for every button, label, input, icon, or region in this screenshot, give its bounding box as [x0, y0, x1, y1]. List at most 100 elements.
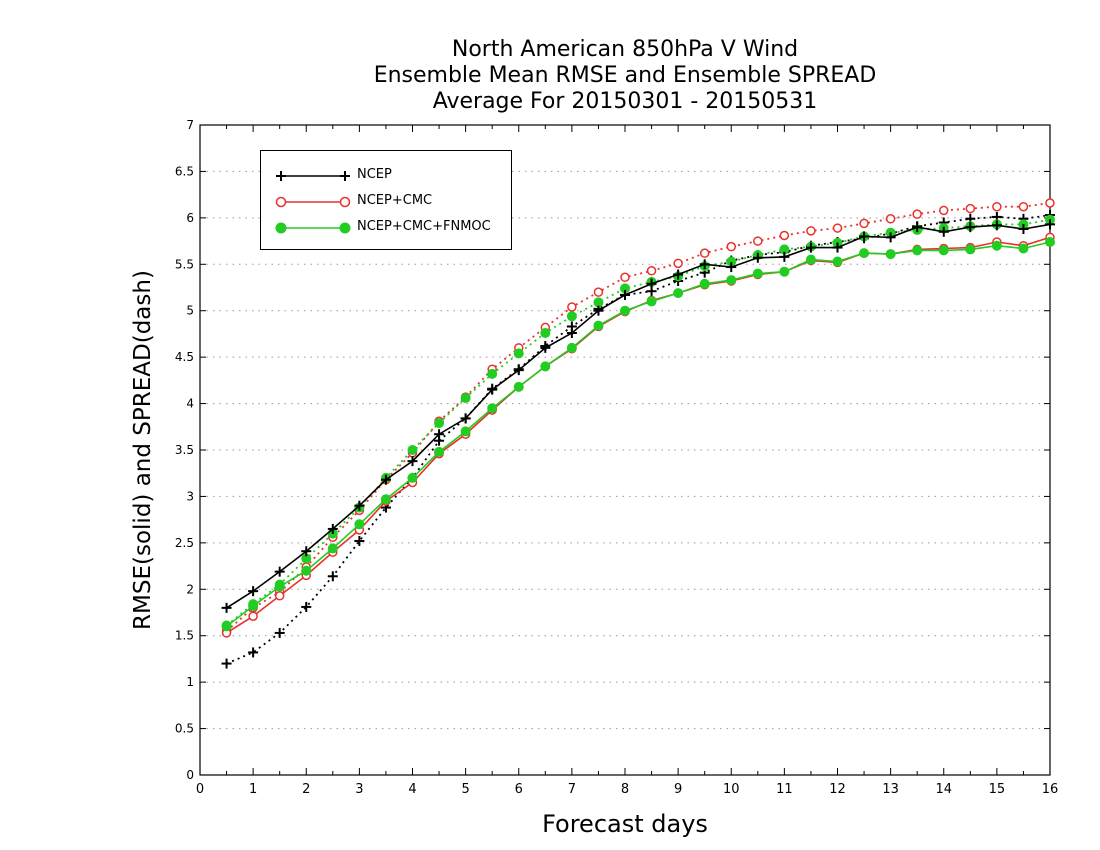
x-tick-label-1: 1	[249, 782, 257, 797]
y-tick-label-7: 3.5	[175, 443, 194, 457]
data-point-ncep-cmc-fnmoc-solid-26	[912, 245, 923, 256]
y-tick-label-12: 6	[186, 211, 194, 225]
data-point-ncep-cmc-dash-18	[699, 248, 710, 258]
data-point-ncep-solid-22	[805, 242, 816, 253]
data-point-ncep-solid-23	[832, 242, 843, 253]
data-point-ncep-cmc-fnmoc-solid-2	[274, 581, 285, 592]
x-tick-label-8: 8	[621, 782, 629, 797]
x-tick-label-10: 10	[723, 782, 740, 797]
data-point-ncep-cmc-fnmoc-dash-14	[593, 297, 604, 308]
x-tick-label-5: 5	[461, 782, 469, 797]
x-tick-label-14: 14	[935, 782, 952, 797]
data-point-ncep-cmc-fnmoc-solid-8	[434, 446, 445, 457]
data-point-ncep-cmc-dash-28	[965, 203, 976, 214]
x-tick-label-9: 9	[674, 782, 682, 797]
data-point-ncep-dash-5	[354, 536, 365, 546]
data-point-ncep-cmc-dash-25	[885, 214, 896, 224]
data-point-ncep-solid-16	[646, 278, 657, 289]
data-point-ncep-cmc-solid-2	[274, 591, 285, 601]
data-point-ncep-solid-14	[593, 305, 604, 316]
data-point-ncep-cmc-dash-24	[859, 218, 869, 229]
legend-label-ncep-cmc-fnmoc: NCEP+CMC+FNMOC	[357, 219, 491, 234]
x-tick-label-11: 11	[776, 782, 793, 797]
data-point-ncep-cmc-fnmoc-dash-12	[540, 328, 551, 338]
data-point-ncep-dash-2	[274, 627, 285, 638]
y-tick-label-4: 2	[186, 582, 194, 596]
data-point-ncep-dash-4	[327, 571, 338, 582]
x-tick-label-15: 15	[989, 782, 1006, 797]
y-tick-label-5: 2.5	[175, 536, 194, 550]
data-point-ncep-cmc-fnmoc-solid-23	[832, 256, 843, 267]
data-point-ncep-cmc-dash-21	[779, 230, 790, 241]
data-point-ncep-cmc-fnmoc-solid-18	[699, 278, 710, 289]
data-point-ncep-solid-13	[566, 328, 577, 338]
data-point-ncep-solid-27	[938, 226, 949, 237]
data-point-ncep-dash-3	[301, 601, 312, 612]
data-point-ncep-solid-4	[327, 523, 338, 534]
x-tick-label-3: 3	[355, 782, 363, 797]
legend-swatch-ncep-cmc	[275, 196, 351, 208]
data-point-ncep-cmc-fnmoc-solid-20	[752, 268, 763, 279]
legend-item-ncep-cmc: NCEP+CMC	[261, 190, 511, 214]
legend-label-ncep: NCEP	[357, 167, 392, 182]
data-point-ncep-cmc-fnmoc-solid-15	[620, 305, 630, 316]
data-point-ncep-cmc-dash-20	[753, 236, 763, 246]
data-point-ncep-solid-24	[859, 231, 870, 242]
data-point-ncep-cmc-fnmoc-solid-0	[221, 621, 232, 632]
data-point-ncep-cmc-dash-14	[593, 287, 604, 297]
data-point-ncep-cmc-fnmoc-solid-13	[566, 342, 577, 353]
x-tick-label-13: 13	[882, 782, 899, 797]
data-point-ncep-solid-31	[1045, 219, 1055, 230]
data-point-ncep-cmc-fnmoc-solid-4	[327, 543, 338, 554]
data-point-ncep-solid-28	[965, 222, 976, 233]
data-point-ncep-cmc-fnmoc-dash-8	[434, 418, 445, 429]
series-line-ncep-cmc-solid	[226, 236, 1051, 634]
x-tick-label-7: 7	[568, 782, 576, 797]
series-ncep-cmc-solid	[221, 232, 1055, 638]
legend-swatch-ncep	[276, 171, 350, 181]
data-point-ncep-cmc-fnmoc-solid-27	[938, 245, 949, 256]
data-point-ncep-cmc-fnmoc-solid-14	[593, 320, 604, 331]
data-point-ncep-cmc-fnmoc-dash-9	[460, 393, 471, 403]
series-group	[221, 198, 1055, 669]
x-tick-label-0: 0	[196, 782, 204, 797]
chart-title-line-1: North American 850hPa V Wind	[451, 37, 799, 62]
data-point-ncep-cmc-fnmoc-solid-30	[1018, 243, 1029, 254]
legend-label-ncep-cmc: NCEP+CMC	[357, 193, 433, 208]
y-tick-label-14: 7	[186, 118, 194, 132]
series-line-ncep-cmc-dash	[226, 202, 1051, 632]
data-point-ncep-cmc-fnmoc-dash-7	[407, 445, 418, 455]
data-point-ncep-cmc-dash-17	[673, 258, 683, 269]
data-point-ncep-solid-15	[620, 289, 630, 300]
x-axis-label: Forecast days	[542, 810, 708, 838]
data-point-ncep-solid-19	[726, 262, 737, 273]
data-point-ncep-solid-7	[407, 456, 418, 467]
data-point-ncep-cmc-dash-31	[1045, 198, 1055, 208]
data-point-ncep-cmc-fnmoc-solid-16	[646, 296, 657, 307]
data-point-ncep-solid-18	[699, 259, 710, 270]
y-tick-label-10: 5	[186, 304, 194, 318]
data-point-ncep-solid-26	[912, 222, 923, 233]
data-point-ncep-solid-1	[248, 586, 259, 597]
data-point-ncep-cmc-fnmoc-solid-12	[540, 361, 551, 372]
data-point-ncep-solid-9	[460, 413, 471, 424]
chart-title-line-2: Ensemble Mean RMSE and Ensemble SPREAD	[373, 63, 877, 88]
data-point-ncep-solid-6	[380, 474, 391, 485]
series-ncep-cmc-fnmoc-dash	[221, 214, 1055, 631]
y-tick-label-8: 4	[186, 397, 194, 411]
legend-swatch-ncep-cmc-fnmoc	[275, 222, 351, 234]
y-tick-label-1: 0.5	[175, 722, 194, 736]
data-point-ncep-cmc-fnmoc-solid-1	[248, 601, 259, 611]
data-point-ncep-cmc-dash-30	[1018, 201, 1029, 212]
data-point-ncep-cmc-fnmoc-solid-21	[779, 266, 790, 277]
data-point-ncep-dash-1	[248, 647, 259, 658]
data-point-ncep-cmc-fnmoc-solid-19	[726, 275, 737, 286]
data-point-ncep-cmc-fnmoc-solid-10	[487, 403, 498, 414]
data-point-ncep-cmc-dash-22	[806, 226, 816, 236]
data-point-ncep-solid-2	[274, 566, 285, 577]
y-tick-label-2: 1	[186, 675, 194, 689]
data-point-ncep-cmc-fnmoc-solid-29	[991, 240, 1002, 251]
data-point-ncep-cmc-dash-16	[646, 266, 657, 276]
data-point-ncep-cmc-solid-1	[248, 611, 258, 621]
